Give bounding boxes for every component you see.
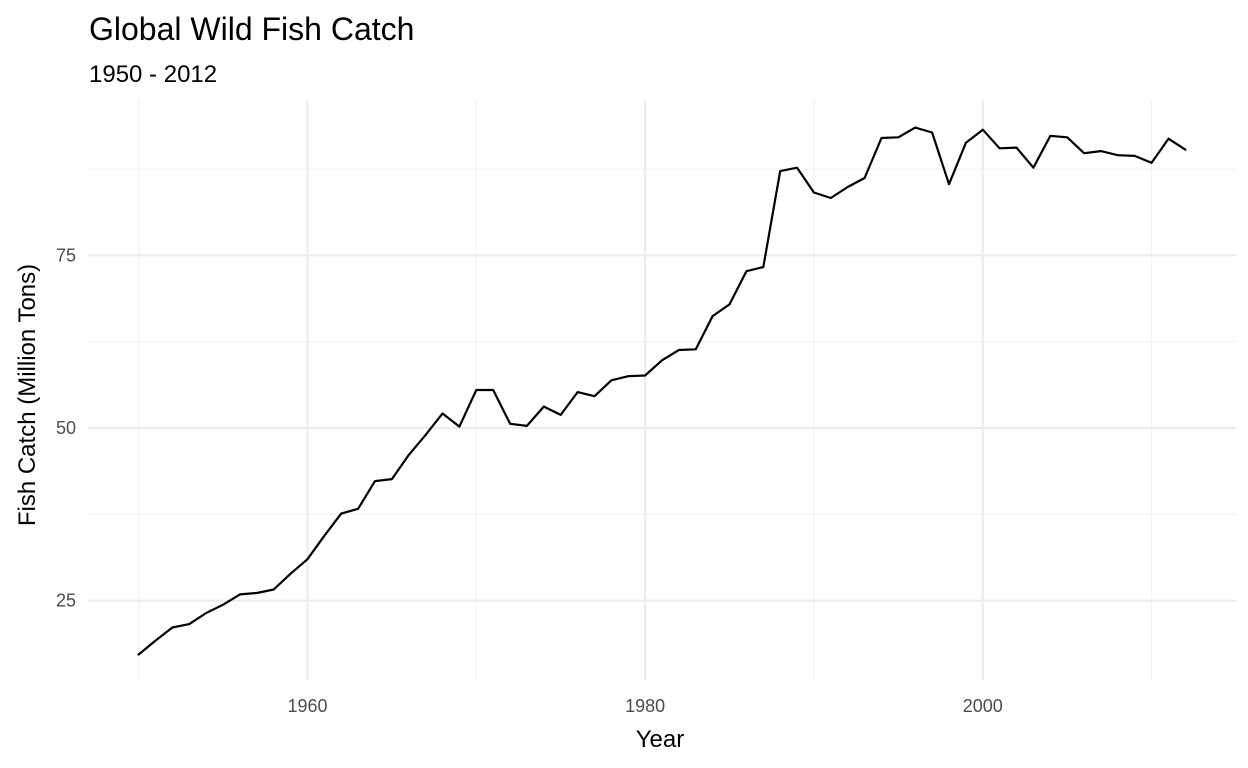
x-tick-label: 1960 (287, 696, 327, 716)
y-tick-label: 75 (56, 245, 76, 265)
y-tick-label: 50 (56, 418, 76, 438)
chart-subtitle: 1950 - 2012 (89, 61, 217, 88)
minor-gridlines (88, 100, 1236, 680)
x-tick-label: 1980 (625, 696, 665, 716)
x-axis-title: Year (636, 726, 685, 753)
y-axis-ticks: 25 50 75 (56, 245, 76, 610)
y-tick-label: 25 (56, 591, 76, 611)
y-axis-title: Fish Catch (Million Tons) (14, 264, 41, 526)
chart-title: Global Wild Fish Catch (89, 11, 414, 47)
series-layer (137, 126, 1187, 656)
series-line (137, 126, 1187, 656)
x-tick-label: 2000 (963, 696, 1003, 716)
major-gridlines (88, 100, 1236, 680)
x-axis-ticks: 1960 1980 2000 (287, 696, 1002, 716)
